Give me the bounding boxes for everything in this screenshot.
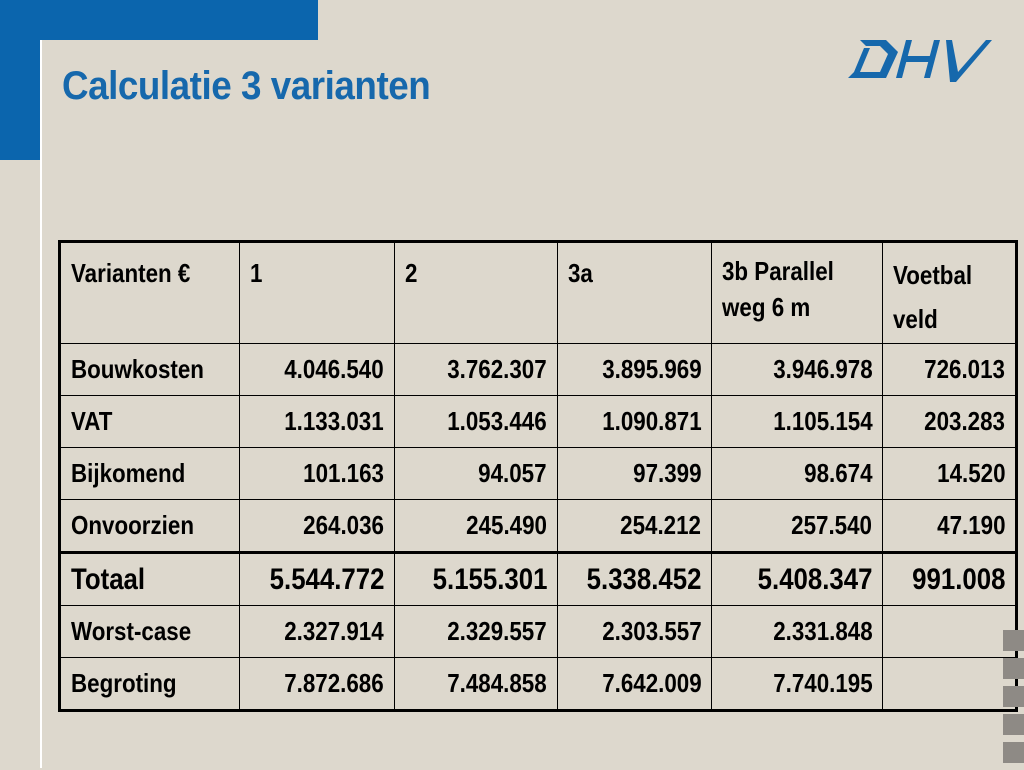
table-header-row: Varianten € 1 2 3a 3b Parallel weg 6 m V… <box>59 241 1018 344</box>
value-cell: 257.540 <box>711 499 884 553</box>
table-row: Bijkomend 101.163 94.057 97.399 98.674 1… <box>59 447 1018 500</box>
header-cell: Voetbal veld <box>882 241 1018 344</box>
vertical-divider-line <box>40 40 42 768</box>
value-cell: 101.163 <box>239 447 395 500</box>
value-cell: 2.329.557 <box>394 605 558 658</box>
value-cell: 5.544.772 <box>239 551 395 606</box>
value-cell: 1.105.154 <box>711 395 884 448</box>
value-cell: 7.484.858 <box>394 657 558 711</box>
value-cell: 2.327.914 <box>239 605 395 658</box>
header-cell: 3a <box>556 241 713 344</box>
value-cell: 97.399 <box>556 447 713 500</box>
value-cell <box>882 657 1018 711</box>
value-cell: 5.408.347 <box>711 551 884 606</box>
value-cell: 5.338.452 <box>556 551 713 606</box>
table-row-total: Totaal 5.544.772 5.155.301 5.338.452 5.4… <box>59 551 1018 606</box>
table-row: Onvoorzien 264.036 245.490 254.212 257.5… <box>59 499 1018 553</box>
gray-square <box>1003 658 1024 679</box>
value-cell: 3.762.307 <box>394 343 558 396</box>
value-cell: 1.053.446 <box>394 395 558 448</box>
dhv-logo <box>848 40 992 82</box>
value-cell: 98.674 <box>711 447 884 500</box>
value-cell: 14.520 <box>882 447 1018 500</box>
table-row: VAT 1.133.031 1.053.446 1.090.871 1.105.… <box>59 395 1018 448</box>
gray-square <box>1003 630 1024 651</box>
value-cell: 3.946.978 <box>711 343 884 396</box>
row-label: Bijkomend <box>59 447 240 500</box>
value-cell: 3.895.969 <box>556 343 713 396</box>
value-cell: 726.013 <box>882 343 1018 396</box>
value-cell: 254.212 <box>556 499 713 553</box>
value-cell: 4.046.540 <box>239 343 395 396</box>
table-row: Bouwkosten 4.046.540 3.762.307 3.895.969… <box>59 343 1018 396</box>
value-cell: 5.155.301 <box>394 551 558 606</box>
value-cell: 7.642.009 <box>556 657 713 711</box>
value-cell <box>882 605 1018 658</box>
gray-square <box>1003 686 1024 707</box>
row-label: Begroting <box>59 657 240 711</box>
header-cell: 3b Parallel weg 6 m <box>711 241 884 344</box>
value-cell: 2.331.848 <box>711 605 884 658</box>
value-cell: 2.303.557 <box>556 605 713 658</box>
value-cell: 245.490 <box>394 499 558 553</box>
value-cell: 47.190 <box>882 499 1018 553</box>
value-cell: 203.283 <box>882 395 1018 448</box>
slide-title: Calculatie 3 varianten <box>62 64 431 108</box>
decorative-squares <box>1003 630 1024 770</box>
row-label: Bouwkosten <box>59 343 240 396</box>
row-label: VAT <box>59 395 240 448</box>
row-label: Worst-case <box>59 605 240 658</box>
value-cell: 1.090.871 <box>556 395 713 448</box>
header-cell: 1 <box>239 241 395 344</box>
table-row: Worst-case 2.327.914 2.329.557 2.303.557… <box>59 605 1018 658</box>
value-cell: 94.057 <box>394 447 558 500</box>
table-row: Begroting 7.872.686 7.484.858 7.642.009 … <box>59 657 1018 711</box>
blue-accent-bar-top <box>0 0 318 40</box>
calculation-table: Varianten € 1 2 3a 3b Parallel weg 6 m V… <box>58 240 1019 712</box>
blue-accent-bar-left <box>0 40 40 160</box>
header-cell: 2 <box>394 241 558 344</box>
row-label: Onvoorzien <box>59 499 240 553</box>
gray-square <box>1003 714 1024 735</box>
value-cell: 7.872.686 <box>239 657 395 711</box>
value-cell: 1.133.031 <box>239 395 395 448</box>
row-label: Totaal <box>59 551 240 606</box>
header-cell: Varianten € <box>59 241 240 344</box>
value-cell: 991.008 <box>882 551 1018 606</box>
value-cell: 264.036 <box>239 499 395 553</box>
value-cell: 7.740.195 <box>711 657 884 711</box>
gray-square <box>1003 742 1024 763</box>
